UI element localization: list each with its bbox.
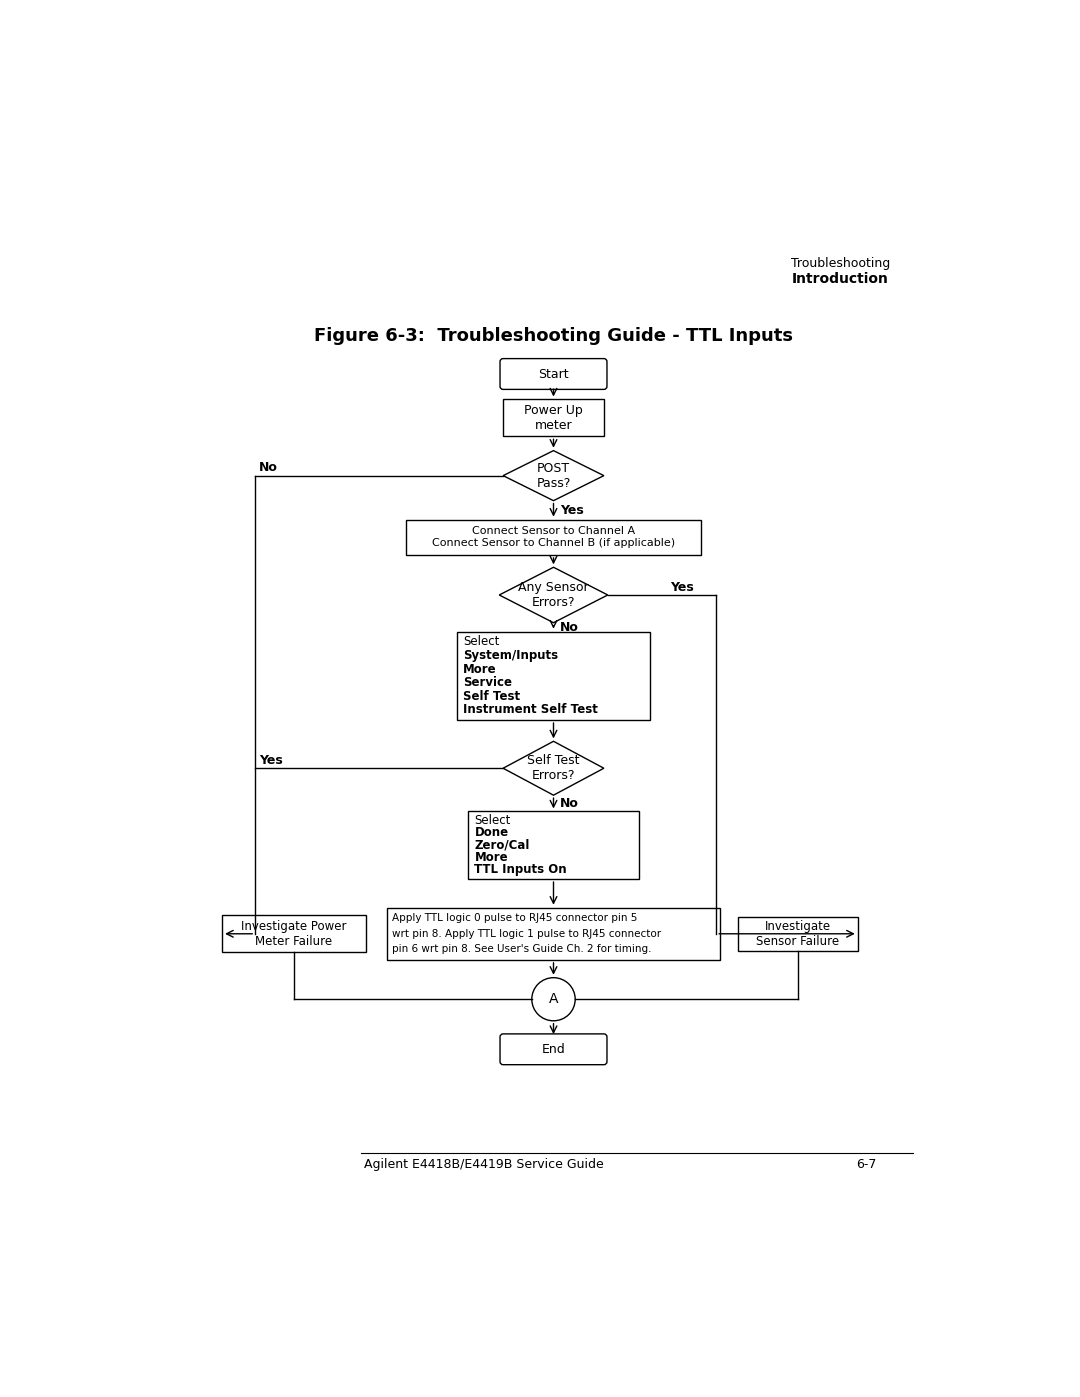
FancyBboxPatch shape — [500, 1034, 607, 1065]
Text: System/Inputs: System/Inputs — [463, 648, 558, 662]
Text: Apply TTL logic 0 pulse to RJ45 connector pin 5: Apply TTL logic 0 pulse to RJ45 connecto… — [392, 914, 637, 923]
Bar — [457, 631, 650, 719]
Bar — [406, 520, 701, 555]
Text: Select: Select — [463, 636, 499, 648]
Text: Self Test: Self Test — [463, 690, 519, 703]
Bar — [738, 916, 858, 951]
Text: Done: Done — [474, 827, 509, 840]
Text: Service: Service — [463, 676, 512, 689]
Text: More: More — [474, 851, 508, 865]
Circle shape — [531, 978, 576, 1021]
Polygon shape — [503, 742, 604, 795]
Text: Power Up
meter: Power Up meter — [524, 404, 583, 432]
Text: Introduction: Introduction — [792, 272, 889, 286]
Text: Self Test
Errors?: Self Test Errors? — [527, 754, 580, 782]
Polygon shape — [499, 567, 608, 623]
Text: Yes: Yes — [670, 581, 693, 594]
Bar — [222, 915, 365, 953]
Text: End: End — [542, 1042, 565, 1056]
Text: More: More — [463, 662, 497, 676]
Text: A: A — [549, 992, 558, 1006]
Text: Investigate Power
Meter Failure: Investigate Power Meter Failure — [241, 919, 347, 947]
Text: Yes: Yes — [559, 503, 583, 517]
Polygon shape — [503, 451, 604, 500]
Text: Investigate
Sensor Failure: Investigate Sensor Failure — [756, 919, 839, 947]
Text: No: No — [559, 796, 579, 810]
Text: 6-7: 6-7 — [855, 1158, 876, 1171]
Text: Any Sensor
Errors?: Any Sensor Errors? — [518, 581, 589, 609]
Text: Figure 6-3:  Troubleshooting Guide - TTL Inputs: Figure 6-3: Troubleshooting Guide - TTL … — [314, 327, 793, 345]
Text: Agilent E4418B/E4419B Service Guide: Agilent E4418B/E4419B Service Guide — [364, 1158, 604, 1171]
Text: No: No — [559, 620, 579, 634]
Bar — [503, 400, 604, 436]
Text: wrt pin 8. Apply TTL logic 1 pulse to RJ45 connector: wrt pin 8. Apply TTL logic 1 pulse to RJ… — [392, 929, 661, 939]
Text: POST
Pass?: POST Pass? — [537, 461, 570, 489]
Bar — [387, 908, 720, 960]
Text: Connect Sensor to Channel A
Connect Sensor to Channel B (if applicable): Connect Sensor to Channel A Connect Sens… — [432, 527, 675, 548]
Text: pin 6 wrt pin 8. See User's Guide Ch. 2 for timing.: pin 6 wrt pin 8. See User's Guide Ch. 2 … — [392, 944, 652, 954]
Text: Zero/Cal: Zero/Cal — [474, 838, 530, 852]
Text: Instrument Self Test: Instrument Self Test — [463, 704, 597, 717]
Text: TTL Inputs On: TTL Inputs On — [474, 863, 567, 876]
Bar — [469, 812, 638, 879]
Text: Start: Start — [538, 367, 569, 380]
Text: Yes: Yes — [259, 754, 283, 767]
Text: Select: Select — [474, 814, 511, 827]
FancyBboxPatch shape — [500, 359, 607, 390]
Text: Troubleshooting: Troubleshooting — [791, 257, 890, 271]
Text: No: No — [259, 461, 278, 475]
